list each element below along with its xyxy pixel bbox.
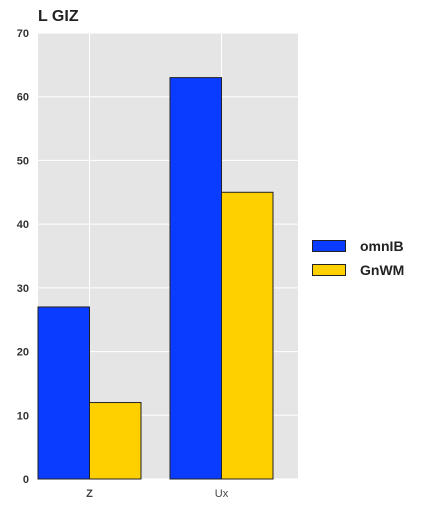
legend-item-series-1: omnIB xyxy=(312,234,404,258)
chart-title: L GIZ xyxy=(38,8,79,25)
y-tick-label: 10 xyxy=(17,410,29,422)
y-tick-label: 0 xyxy=(23,474,29,486)
legend-swatch-series-2 xyxy=(312,264,346,276)
x-tick-label: Z xyxy=(86,488,93,500)
y-tick-label: 60 xyxy=(17,92,29,104)
bar xyxy=(169,77,222,480)
y-tick-label: 50 xyxy=(17,155,29,167)
y-tick-label: 40 xyxy=(17,219,29,231)
bar xyxy=(221,191,274,480)
bar xyxy=(89,402,142,480)
y-tick-label: 20 xyxy=(17,347,29,359)
x-tick-label: Ux xyxy=(215,488,229,500)
legend: omnIB GnWM xyxy=(312,234,404,282)
legend-swatch-series-1 xyxy=(312,240,346,252)
bar xyxy=(37,306,90,480)
legend-label-series-2: GnWM xyxy=(360,262,405,278)
legend-label-series-1: omnIB xyxy=(360,238,404,254)
legend-item-series-2: GnWM xyxy=(312,258,404,282)
y-tick-label: 30 xyxy=(17,283,29,295)
y-tick-label: 70 xyxy=(17,28,29,40)
